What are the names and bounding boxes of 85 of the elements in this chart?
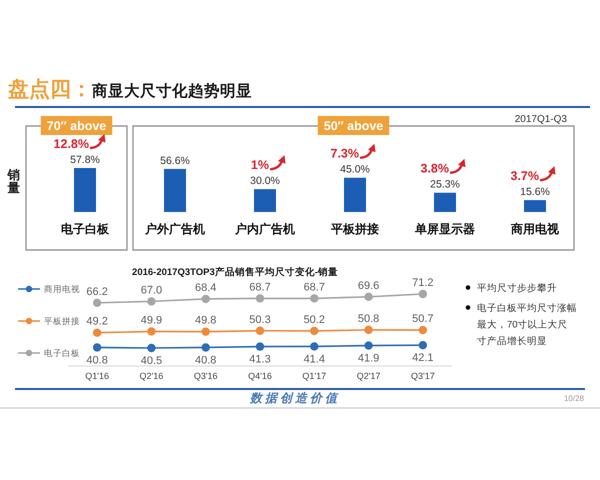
legend-label: 商用电视 (44, 284, 80, 294)
text: 平均尺寸步步攀升 (477, 282, 557, 294)
bar (164, 168, 186, 212)
point (92, 343, 102, 352)
data-label: 50.3 (249, 314, 271, 326)
point (364, 341, 373, 350)
data-label: 56.6% (160, 154, 190, 167)
data-label: 49.2 (86, 316, 108, 328)
point (147, 297, 156, 306)
data-label: 67.0 (140, 284, 162, 296)
text: 数据创造价值 (249, 391, 340, 405)
annotation: 1% (250, 158, 269, 172)
point (92, 298, 102, 307)
data-label: 15.6% (520, 186, 550, 198)
annotation: 3.8% (420, 162, 449, 176)
data-label: 41.4 (304, 353, 325, 366)
bar (344, 178, 366, 212)
x-tick-label: Q1'16 (85, 371, 110, 381)
x-tick-label: Q2'17 (356, 371, 380, 381)
point (202, 327, 210, 336)
data-label: 49.9 (140, 314, 162, 326)
x-tick-label: Q3'16 (194, 371, 218, 381)
annotation: 12.8% (54, 137, 89, 151)
y-axis-title: 销量 (6, 168, 20, 195)
annotation: 7.3% (330, 146, 359, 161)
data-label: 41.9 (358, 352, 380, 365)
x-tick-label: Q3'17 (410, 371, 435, 381)
data-label: 40.5 (140, 355, 162, 367)
x-tick-label: 单屏显示器 (414, 222, 475, 236)
data-label: 40.8 (86, 354, 108, 366)
data-label: 50.7 (412, 313, 434, 326)
data-label: 45.0% (340, 164, 370, 176)
data-label: 50.8 (358, 312, 380, 325)
x-tick-label: 平板拼接 (330, 222, 379, 236)
data-label: 68.7 (249, 281, 271, 294)
annotation: 3.7% (510, 169, 539, 184)
bar (254, 189, 276, 212)
point (147, 327, 156, 336)
x-tick-label: 户内广告机 (234, 222, 295, 236)
point (364, 326, 373, 334)
point (256, 342, 264, 351)
legend-label: 平板拼接 (44, 316, 80, 326)
x-tick-label: Q4'16 (248, 371, 272, 381)
data-label: 57.8% (70, 154, 100, 166)
point (92, 328, 102, 337)
point (202, 294, 210, 304)
bar (524, 200, 546, 212)
point (364, 292, 373, 302)
data-label: 50.2 (304, 314, 325, 326)
bar (74, 168, 96, 212)
point (310, 294, 318, 303)
text: 50″ above (324, 119, 384, 133)
data-label: 40.8 (195, 354, 216, 366)
data-label: 68.7 (304, 281, 325, 294)
text: 70″ above (46, 119, 106, 133)
point (310, 326, 318, 336)
point (202, 343, 210, 352)
data-label: 42.1 (412, 352, 434, 364)
data-label: 41.3 (249, 354, 271, 366)
point (418, 326, 428, 334)
x-tick-label: 户外广告机 (144, 222, 205, 236)
chart-subtitle: 2017Q1-Q3 (514, 114, 568, 125)
text: 电子白板平均尺寸涨幅最大，70寸以上大尺寸产品增长明显 (477, 302, 577, 347)
point (418, 290, 428, 298)
chart-title: 盘点四：商显大尺寸化趋势明显 (7, 78, 252, 101)
point (256, 326, 264, 335)
bar (434, 192, 456, 212)
x-tick-label: 商用电视 (510, 222, 560, 236)
data-label: 69.6 (358, 280, 380, 292)
data-label: 25.3% (430, 178, 460, 191)
data-label: 68.4 (195, 282, 216, 294)
data-label: 30.0% (250, 175, 280, 188)
point (310, 342, 318, 351)
text: 10/28 (564, 394, 585, 403)
point (256, 294, 264, 303)
x-tick-label: Q2'16 (140, 371, 164, 381)
data-label: 66.2 (86, 286, 108, 298)
legend-label: 电子白板 (44, 348, 80, 358)
point (147, 344, 156, 352)
x-tick-label: Q1'17 (302, 371, 326, 381)
x-tick-label: 电子白板 (61, 222, 110, 236)
data-label: 71.2 (412, 277, 434, 289)
data-label: 49.8 (195, 314, 216, 327)
chart-title: 2016-2017Q3TOP3产品销售平均尺寸变化-销量 (132, 266, 338, 278)
point (418, 340, 428, 350)
